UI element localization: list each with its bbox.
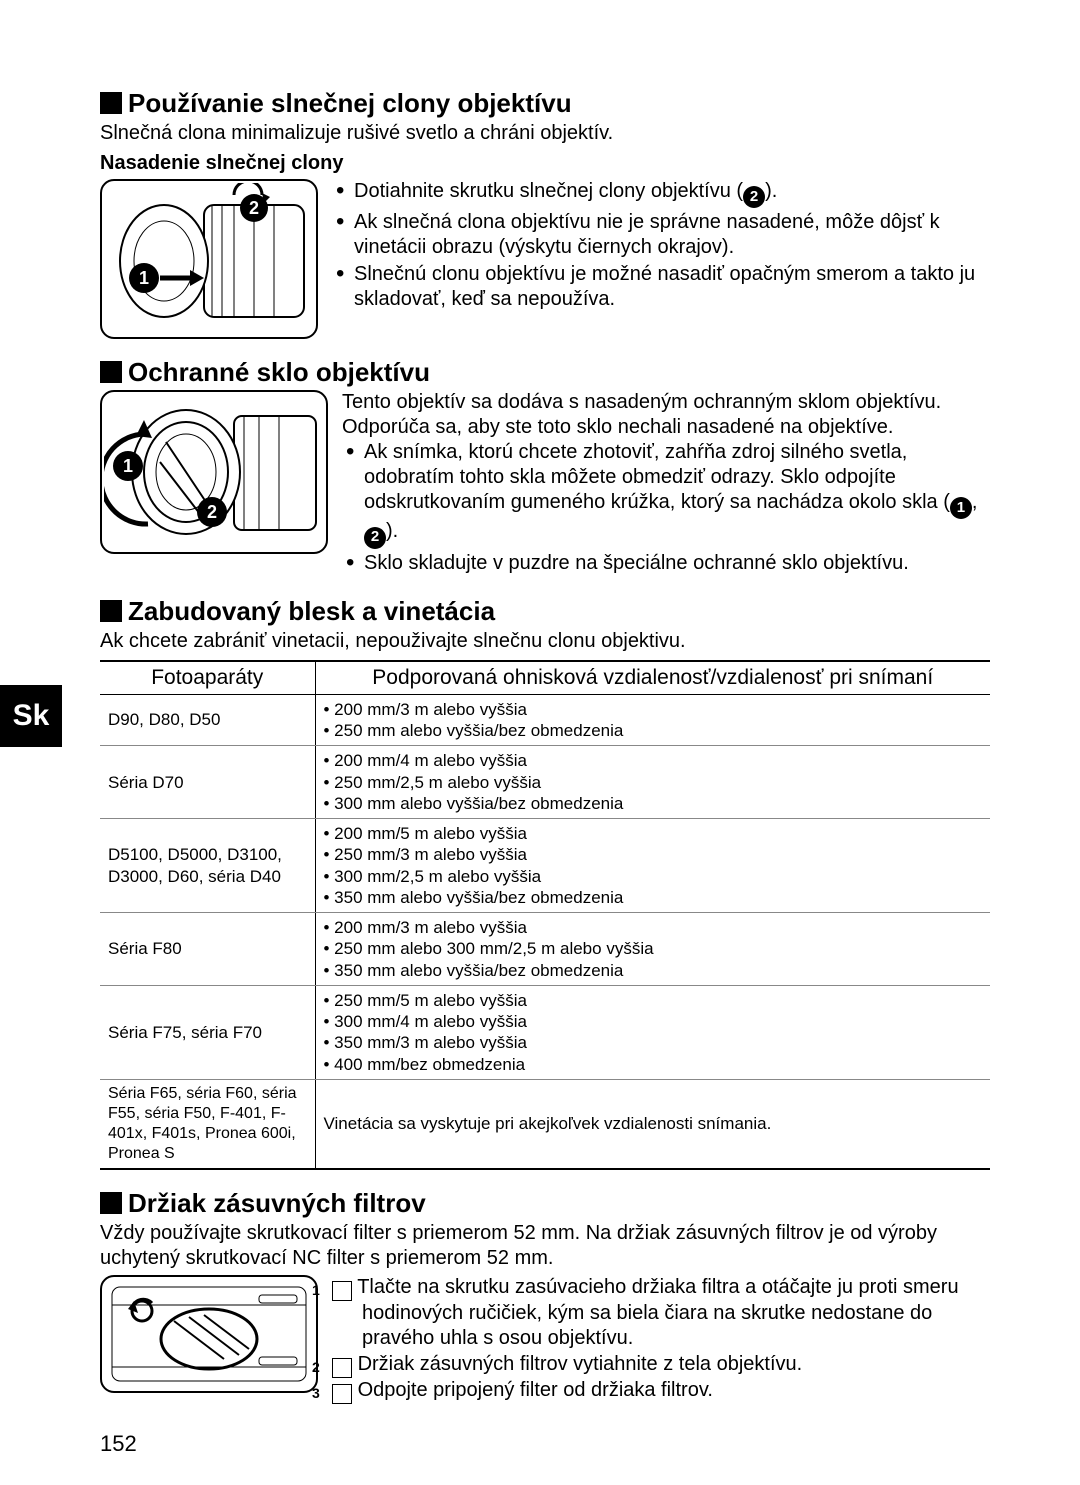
camera-table: Fotoaparáty Podporovaná ohnisková vzdial… — [100, 660, 990, 1170]
bullet-item: Ak snímka, ktorú chcete zhotoviť, zahŕňa… — [342, 440, 990, 549]
heading-text: Držiak zásuvných filtrov — [128, 1188, 426, 1218]
table-header: Podporovaná ohnisková vzdialenosť/vzdial… — [315, 661, 990, 695]
ref-icon: 2 — [743, 186, 765, 208]
svg-text:2: 2 — [249, 198, 259, 218]
diagram-glass: 1 2 — [100, 390, 328, 554]
table-row: Séria F80• 200 mm/3 m alebo vyššia • 250… — [100, 913, 990, 986]
sub-heading: Nasadenie slnečnej clony — [100, 152, 990, 175]
section-heading-lens-hood: Používanie slnečnej clony objektívu — [100, 88, 990, 119]
step-item: 1 Tlačte na skrutku zasúvacieho držiaka … — [332, 1275, 990, 1352]
table-row: Séria F65, séria F60, séria F55, séria F… — [100, 1079, 990, 1169]
heading-text: Používanie slnečnej clony objektívu — [128, 88, 572, 118]
bullet-item: Dotiahnite skrutku slnečnej clony objekt… — [332, 179, 990, 208]
section-intro: Ak chcete zabrániť vinetacii, nepouživaj… — [100, 629, 990, 654]
svg-text:1: 1 — [123, 456, 133, 476]
section-intro: Slnečná clona minimalizuje rušivé svetlo… — [100, 121, 990, 146]
svg-text:1: 1 — [139, 268, 149, 288]
numbered-steps: 1 Tlačte na skrutku zasúvacieho držiaka … — [332, 1275, 990, 1404]
table-row: Séria F75, séria F70• 250 mm/5 m alebo v… — [100, 985, 990, 1079]
section-heading-flash: Zabudovaný blesk a vinetácia — [100, 596, 990, 627]
step-item: 2 Držiak zásuvných filtrov vytiahnite z … — [332, 1352, 990, 1378]
page-number: 152 — [100, 1431, 137, 1457]
step-num-icon: 1 — [332, 1281, 352, 1301]
step-num-icon: 3 — [332, 1384, 352, 1404]
step-item: 3 Odpojte pripojený filter od držiaka fi… — [332, 1378, 990, 1404]
bullet-list: Dotiahnite skrutku slnečnej clony objekt… — [332, 179, 990, 314]
language-tab: Sk — [0, 685, 62, 747]
table-row: D5100, D5000, D3100, D3000, D60, séria D… — [100, 819, 990, 913]
bullet-item: Ak slnečná clona objektívu nie je správn… — [332, 210, 990, 260]
heading-text: Ochranné sklo objektívu — [128, 357, 430, 387]
bullet-item: Slnečnú clonu objektívu je možné nasadiť… — [332, 262, 990, 312]
diagram-lens-hood: 2 1 — [100, 179, 318, 339]
bullet-list: Ak snímka, ktorú chcete zhotoviť, zahŕňa… — [342, 440, 990, 576]
step-num-icon: 2 — [332, 1358, 352, 1378]
section-heading-glass: Ochranné sklo objektívu — [100, 357, 990, 388]
section-heading-filter: Držiak zásuvných filtrov — [100, 1188, 990, 1219]
section-intro: Vždy používajte skrutkovací filter s pri… — [100, 1221, 990, 1271]
section-intro: Tento objektív sa dodáva s nasadeným och… — [342, 390, 990, 440]
ref-icon: 1 — [950, 497, 972, 519]
diagram-filter — [100, 1275, 318, 1393]
table-row: D90, D80, D50• 200 mm/3 m alebo vyššia •… — [100, 694, 990, 746]
ref-icon: 2 — [364, 527, 386, 549]
heading-text: Zabudovaný blesk a vinetácia — [128, 596, 495, 626]
table-row: Séria D70• 200 mm/4 m alebo vyššia • 250… — [100, 746, 990, 819]
svg-text:2: 2 — [207, 502, 217, 522]
bullet-item: Sklo skladujte v puzdre na špeciálne och… — [342, 551, 990, 576]
table-header: Fotoaparáty — [100, 661, 315, 695]
